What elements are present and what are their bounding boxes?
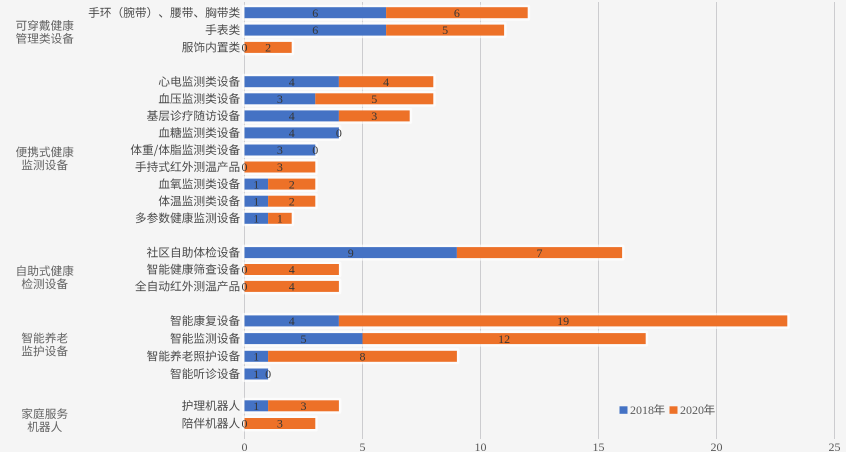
svg-text:4: 4 bbox=[289, 263, 295, 277]
svg-text:9: 9 bbox=[348, 246, 354, 260]
svg-text:25: 25 bbox=[829, 440, 841, 454]
svg-text:4: 4 bbox=[289, 126, 295, 140]
svg-text:15: 15 bbox=[593, 440, 605, 454]
svg-text:5: 5 bbox=[371, 92, 377, 106]
svg-text:12: 12 bbox=[498, 332, 510, 346]
svg-text:0: 0 bbox=[242, 440, 248, 454]
svg-text:19: 19 bbox=[557, 314, 569, 328]
svg-text:3: 3 bbox=[277, 143, 283, 157]
svg-text:2: 2 bbox=[265, 41, 271, 55]
svg-text:0: 0 bbox=[242, 263, 248, 277]
svg-text:3: 3 bbox=[277, 417, 283, 431]
svg-text:4: 4 bbox=[289, 109, 295, 123]
svg-text:1: 1 bbox=[253, 367, 259, 381]
svg-text:3: 3 bbox=[277, 92, 283, 106]
svg-text:5: 5 bbox=[301, 332, 307, 346]
svg-text:0: 0 bbox=[265, 367, 271, 381]
svg-text:2018: 2018 bbox=[630, 403, 654, 417]
svg-text:20: 20 bbox=[711, 440, 723, 454]
svg-text:6: 6 bbox=[454, 6, 460, 20]
svg-text:1: 1 bbox=[253, 177, 259, 191]
svg-text:0: 0 bbox=[312, 143, 318, 157]
svg-text:3: 3 bbox=[277, 160, 283, 174]
svg-text:4: 4 bbox=[383, 75, 389, 89]
svg-text:1: 1 bbox=[253, 350, 259, 364]
svg-text:3: 3 bbox=[371, 109, 377, 123]
svg-text:4: 4 bbox=[289, 75, 295, 89]
svg-text:1: 1 bbox=[253, 399, 259, 413]
svg-text:4: 4 bbox=[289, 280, 295, 294]
svg-text:3: 3 bbox=[301, 399, 307, 413]
svg-text:0: 0 bbox=[242, 41, 248, 55]
svg-text:6: 6 bbox=[312, 23, 318, 37]
svg-text:5: 5 bbox=[442, 23, 448, 37]
svg-text:4: 4 bbox=[289, 314, 295, 328]
svg-text:0: 0 bbox=[242, 160, 248, 174]
svg-text:0: 0 bbox=[242, 280, 248, 294]
svg-text:2: 2 bbox=[289, 194, 295, 208]
svg-text:5: 5 bbox=[360, 440, 366, 454]
svg-text:2020: 2020 bbox=[680, 403, 704, 417]
svg-text:2: 2 bbox=[289, 177, 295, 191]
svg-text:6: 6 bbox=[312, 6, 318, 20]
svg-text:1: 1 bbox=[253, 194, 259, 208]
svg-text:1: 1 bbox=[277, 211, 283, 225]
svg-text:0: 0 bbox=[336, 126, 342, 140]
svg-text:10: 10 bbox=[475, 440, 487, 454]
svg-text:1: 1 bbox=[253, 211, 259, 225]
svg-text:0: 0 bbox=[242, 417, 248, 431]
svg-text:7: 7 bbox=[537, 246, 543, 260]
svg-text:8: 8 bbox=[360, 350, 366, 364]
